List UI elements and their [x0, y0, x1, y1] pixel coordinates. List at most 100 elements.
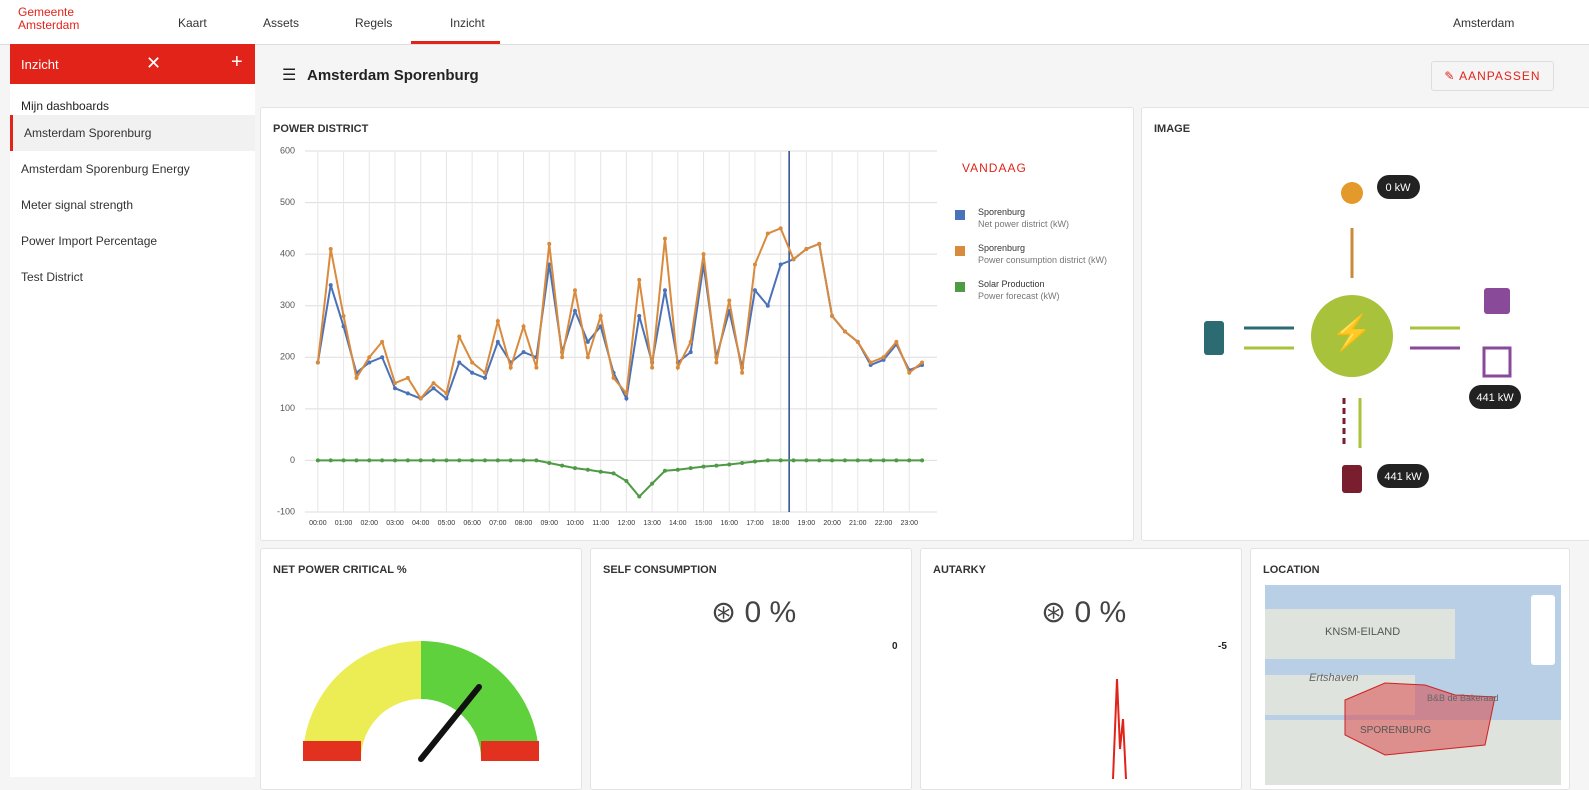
- data-point: [444, 397, 448, 401]
- data-point: [457, 458, 461, 462]
- data-point: [792, 458, 796, 462]
- data-point: [432, 381, 436, 385]
- data-point: [612, 376, 616, 380]
- data-point: [586, 355, 590, 359]
- data-point: [894, 340, 898, 344]
- dashboard-item[interactable]: Meter signal strength: [10, 187, 255, 223]
- image-panel: IMAGE 0 kW ⚡ 441 kW 441 kW: [1141, 107, 1589, 541]
- map-label: Ertshaven: [1309, 672, 1359, 684]
- data-point: [779, 226, 783, 230]
- gauge-band: [303, 741, 361, 761]
- data-point: [676, 366, 680, 370]
- y-tick-label: 300: [280, 300, 295, 310]
- x-tick-label: 23:00: [900, 520, 918, 527]
- map[interactable]: KNSM-EILAND Ertshaven B&B de Bakeraad SP…: [1265, 585, 1561, 785]
- section-label: Mijn dashboards: [21, 99, 109, 113]
- add-icon[interactable]: +: [231, 51, 243, 74]
- menu-icon[interactable]: ☰: [282, 65, 296, 85]
- data-point: [702, 252, 706, 256]
- sidebar-header: Inzicht ✕ +: [10, 44, 255, 84]
- edit-label: AANPASSEN: [1459, 69, 1540, 83]
- x-tick-label: 19:00: [798, 520, 816, 527]
- nav-tab[interactable]: Regels: [355, 16, 392, 30]
- y-tick-label: -100: [277, 506, 295, 516]
- realm-select[interactable]: Amsterdam: [1453, 16, 1514, 30]
- data-point: [573, 288, 577, 292]
- dashboard-item[interactable]: Amsterdam Sporenburg: [10, 115, 255, 151]
- data-point: [907, 458, 911, 462]
- data-point: [432, 386, 436, 390]
- data-point: [522, 324, 526, 328]
- data-point: [573, 466, 577, 470]
- data-point: [907, 371, 911, 375]
- data-point: [740, 461, 744, 465]
- legend-swatch: [955, 210, 965, 220]
- close-icon[interactable]: ✕: [146, 53, 161, 74]
- axis-label: 0: [892, 641, 898, 652]
- zoom-control[interactable]: [1531, 595, 1555, 665]
- dashboard-item[interactable]: Power Import Percentage: [10, 223, 255, 259]
- data-point: [830, 458, 834, 462]
- data-point: [354, 376, 358, 380]
- data-point: [483, 371, 487, 375]
- legend-swatch: [955, 246, 965, 256]
- data-point: [663, 237, 667, 241]
- data-point: [766, 458, 770, 462]
- kpi-number: 0: [1074, 596, 1091, 629]
- data-point: [637, 495, 641, 499]
- data-point: [599, 470, 603, 474]
- data-point: [894, 458, 898, 462]
- legend-name: Sporenburg: [978, 207, 1025, 217]
- gauge-band: [481, 741, 539, 761]
- data-point: [509, 458, 513, 462]
- data-point: [804, 247, 808, 251]
- data-point: [573, 309, 577, 313]
- data-point: [599, 314, 603, 318]
- data-point: [727, 299, 731, 303]
- data-point: [779, 458, 783, 462]
- data-point: [406, 376, 410, 380]
- x-tick-label: 00:00: [309, 520, 327, 527]
- data-point: [560, 355, 564, 359]
- data-point: [766, 304, 770, 308]
- nav-tab[interactable]: Inzicht: [450, 16, 485, 30]
- x-tick-label: 02:00: [361, 520, 379, 527]
- edit-button[interactable]: ✎ AANPASSEN: [1431, 61, 1554, 91]
- dashboard-item[interactable]: Amsterdam Sporenburg Energy: [10, 151, 255, 187]
- data-point: [457, 360, 461, 364]
- legend-swatch: [955, 282, 965, 292]
- data-point: [522, 350, 526, 354]
- gauge-panel: NET POWER CRITICAL %: [260, 548, 582, 790]
- series-line: [318, 460, 922, 496]
- dashboard-item[interactable]: Test District: [10, 259, 255, 295]
- x-tick-label: 15:00: [695, 520, 713, 527]
- data-point: [547, 461, 551, 465]
- data-point: [753, 288, 757, 292]
- data-point: [869, 360, 873, 364]
- data-point: [650, 366, 654, 370]
- nav-tab[interactable]: Assets: [263, 16, 299, 30]
- data-point: [406, 391, 410, 395]
- logo-text: Amsterdam: [18, 19, 79, 32]
- data-point: [586, 340, 590, 344]
- kpi-panel: SELF CONSUMPTION ⊛ 0 % 0: [590, 548, 912, 790]
- legend-detail: Net power district (kW): [978, 219, 1069, 229]
- data-point: [393, 458, 397, 462]
- data-point: [444, 458, 448, 462]
- export-icon: [1484, 288, 1510, 314]
- nav-tab[interactable]: Kaart: [178, 16, 207, 30]
- kpi-value: ⊛ 0 %: [711, 595, 796, 630]
- y-tick-label: 0: [290, 455, 295, 465]
- data-point: [624, 391, 628, 395]
- data-point: [637, 278, 641, 282]
- data-point: [920, 360, 924, 364]
- sun-icon: [1341, 182, 1363, 204]
- data-point: [316, 360, 320, 364]
- hub-icon: ⚡: [1331, 313, 1373, 353]
- x-tick-label: 12:00: [618, 520, 636, 527]
- data-point: [547, 242, 551, 246]
- data-point: [342, 458, 346, 462]
- data-point: [457, 335, 461, 339]
